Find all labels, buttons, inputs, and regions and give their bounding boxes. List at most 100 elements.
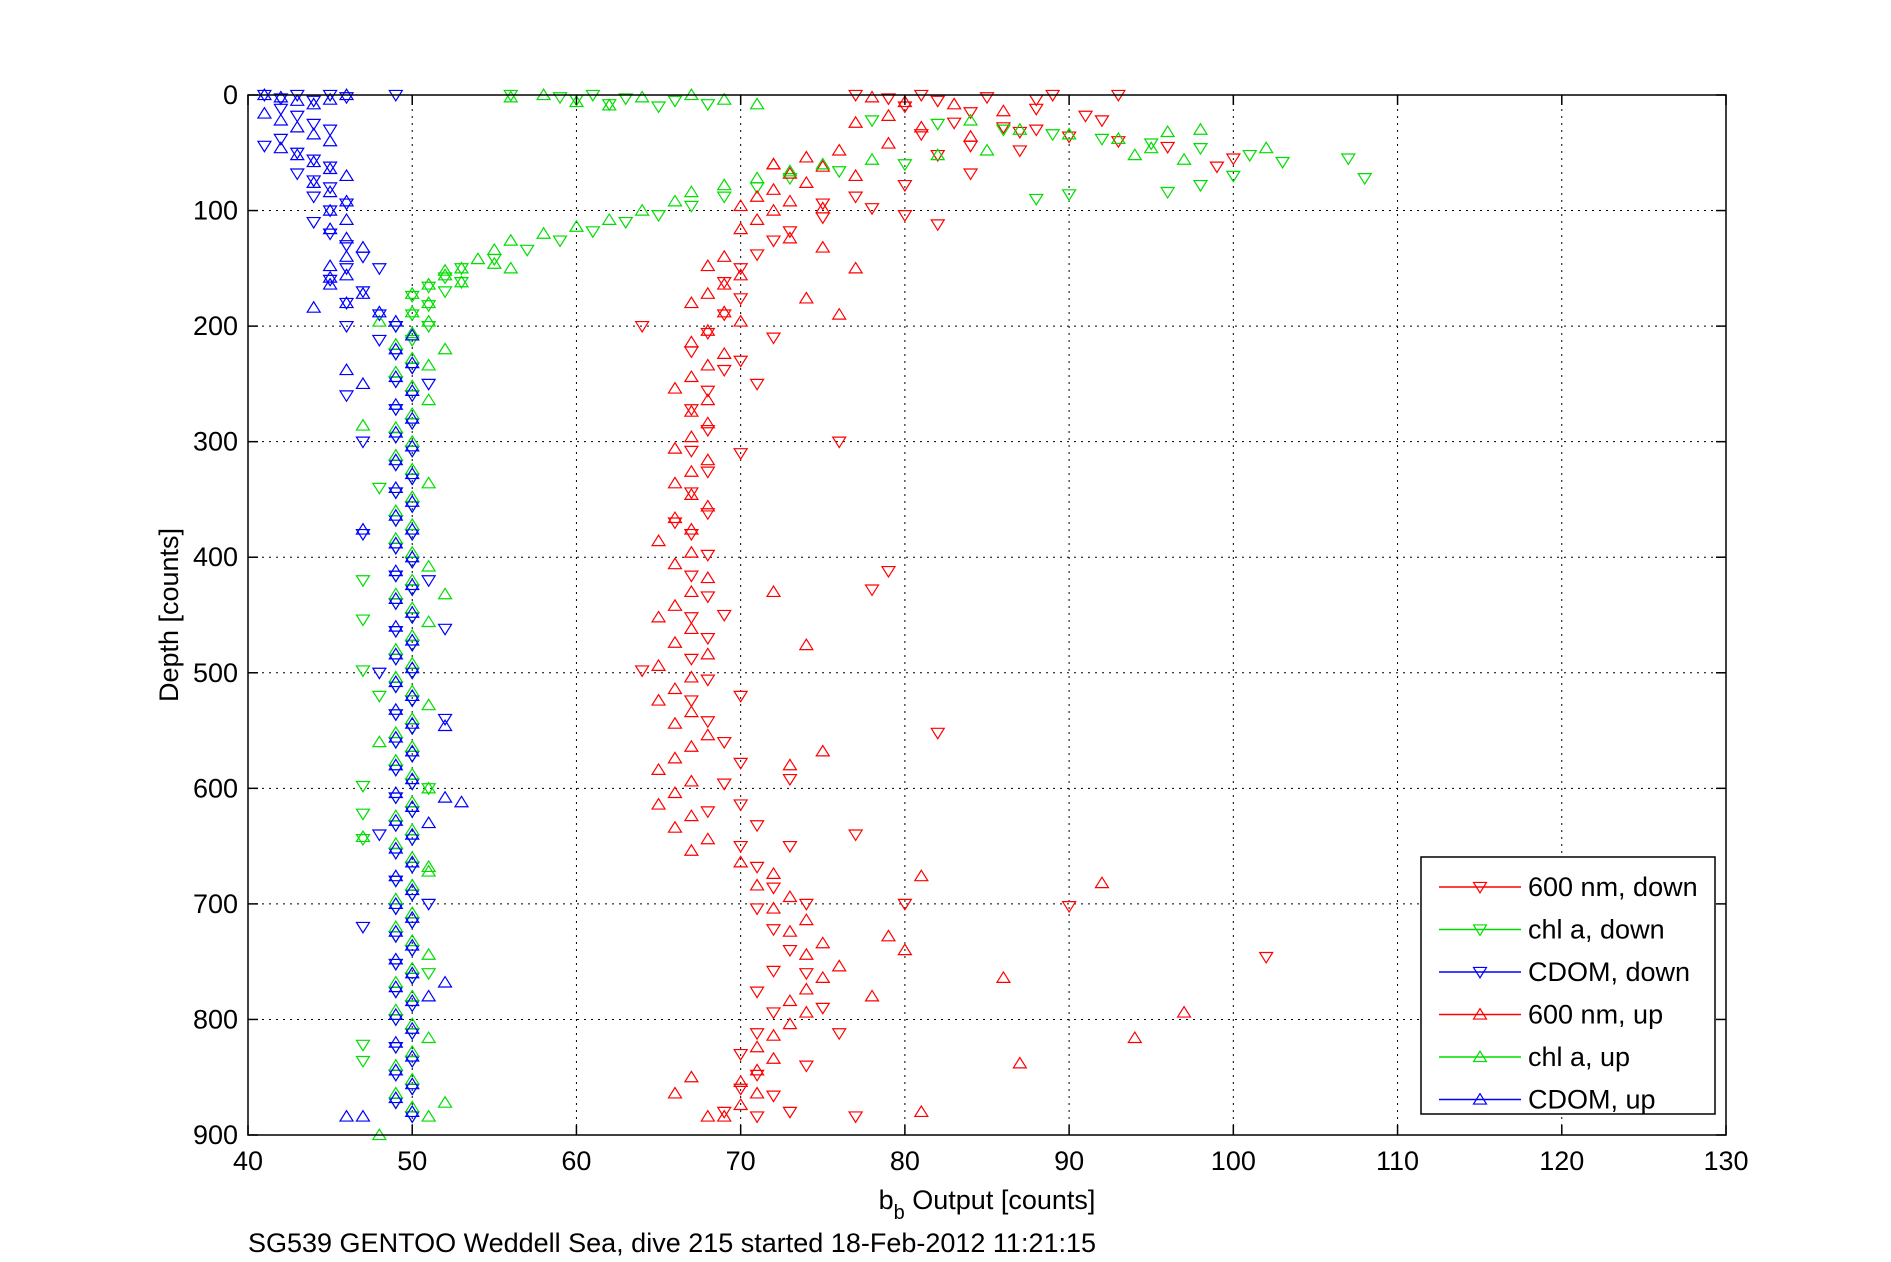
- data-point: [388, 1007, 404, 1020]
- data-point: [733, 355, 749, 368]
- data-point: [683, 335, 699, 348]
- data-point: [798, 968, 814, 981]
- data-point: [388, 619, 404, 632]
- data-point: [338, 268, 355, 281]
- data-point: [700, 1109, 716, 1122]
- data-point: [421, 989, 437, 1002]
- data-point: [421, 947, 437, 960]
- data-point: [683, 487, 699, 500]
- data-point: [733, 1083, 749, 1096]
- data-point: [716, 178, 732, 191]
- data-point: [700, 424, 716, 438]
- data-point: [700, 728, 716, 741]
- data-point: [848, 168, 864, 182]
- data-point: [765, 882, 782, 895]
- legend-marker: [1472, 924, 1488, 937]
- data-point: [388, 314, 404, 327]
- data-point: [700, 674, 716, 687]
- data-point: [733, 757, 749, 770]
- data-point: [1176, 152, 1192, 165]
- data-point: [798, 291, 814, 304]
- data-point: [421, 281, 437, 294]
- data-point: [1012, 122, 1028, 135]
- data-point: [1045, 129, 1061, 142]
- data-point: [371, 314, 387, 327]
- data-point: [289, 110, 305, 123]
- data-point: [995, 970, 1012, 983]
- data-point: [421, 614, 437, 628]
- data-point: [371, 735, 387, 748]
- data-point: [421, 277, 437, 290]
- data-point: [404, 522, 420, 535]
- data-point: [437, 286, 453, 299]
- data-point: [765, 901, 782, 914]
- data-point: [733, 263, 749, 276]
- data-point: [404, 356, 420, 369]
- data-point: [388, 536, 404, 549]
- x-tick-label: 60: [561, 1146, 591, 1176]
- data-point: [1061, 901, 1077, 914]
- data-point: [962, 129, 979, 142]
- data-point: [733, 314, 749, 327]
- data-point: [683, 522, 699, 535]
- data-point: [338, 212, 355, 225]
- data-point: [273, 93, 289, 106]
- data-point: [864, 989, 880, 1002]
- data-point: [880, 93, 897, 106]
- data-point: [700, 549, 716, 562]
- data-point: [322, 92, 338, 105]
- data-point: [700, 416, 716, 429]
- data-point: [782, 758, 798, 771]
- data-point: [388, 508, 404, 521]
- data-point: [388, 892, 404, 905]
- data-point: [388, 342, 404, 355]
- data-point: [831, 307, 847, 320]
- y-tick-label: 200: [193, 311, 238, 341]
- data-point: [503, 90, 519, 103]
- data-point: [700, 286, 716, 299]
- data-point: [306, 191, 322, 204]
- data-point: [1094, 876, 1110, 889]
- data-point: [864, 115, 880, 128]
- data-point: [700, 327, 716, 341]
- data-point: [798, 175, 814, 188]
- data-point: [585, 226, 601, 239]
- data-point: [667, 635, 683, 648]
- data-point: [388, 952, 404, 965]
- data-point: [388, 958, 404, 971]
- data-point: [404, 494, 420, 507]
- data-point: [388, 758, 404, 771]
- data-point: [683, 584, 699, 598]
- data-point: [453, 795, 470, 808]
- y-tick-label: 500: [193, 658, 238, 688]
- data-point: [880, 108, 897, 121]
- data-point: [897, 179, 913, 193]
- data-point: [404, 799, 420, 812]
- data-point: [930, 118, 946, 131]
- data-point: [421, 559, 437, 572]
- legend-label: CDOM, up: [1528, 1085, 1656, 1115]
- data-point: [831, 166, 847, 179]
- data-point: [421, 300, 437, 313]
- data-point: [404, 467, 420, 480]
- data-point: [404, 517, 420, 531]
- data-point: [338, 1109, 355, 1122]
- data-point: [765, 1007, 782, 1020]
- data-point: [716, 609, 732, 622]
- data-point: [503, 233, 519, 246]
- data-point: [716, 346, 732, 359]
- data-point: [897, 943, 913, 956]
- data-point: [1160, 186, 1176, 200]
- data-point: [749, 1040, 765, 1053]
- data-point: [749, 820, 765, 833]
- y-axis-title: Depth [counts]: [154, 528, 184, 702]
- data-point: [437, 587, 453, 600]
- data-point: [421, 1030, 437, 1044]
- data-point: [371, 690, 387, 703]
- data-point: [798, 1060, 814, 1073]
- data-point: [946, 97, 962, 110]
- data-point: [421, 314, 437, 327]
- data-point: [371, 263, 387, 276]
- data-point: [700, 323, 716, 336]
